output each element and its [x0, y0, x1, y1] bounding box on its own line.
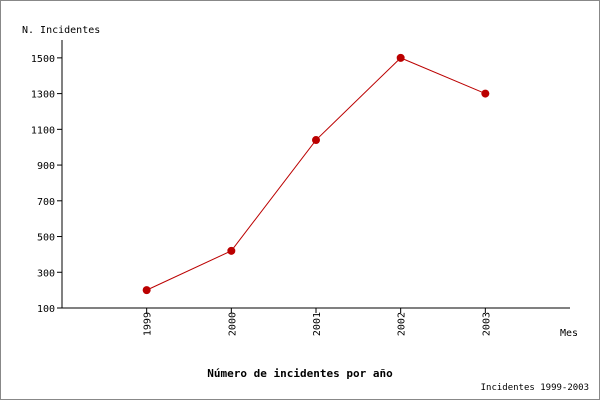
x-tick-label: 2001 — [312, 312, 323, 336]
data-point — [481, 89, 490, 98]
x-tick-label: 1999 — [143, 312, 154, 336]
data-point — [312, 136, 320, 145]
x-tick-label: 2003 — [481, 312, 492, 336]
data-point — [227, 246, 236, 255]
footnote: Incidentes 1999-2003 — [481, 383, 589, 393]
y-tick-label: 1500 — [31, 54, 55, 65]
chart-title: Número de incidentes por año — [207, 367, 393, 380]
y-tick-label: 1300 — [31, 90, 55, 101]
y-tick-label: 500 — [37, 233, 55, 244]
y-tick-label: 900 — [37, 161, 55, 172]
data-point — [142, 286, 151, 295]
x-axis-label: Mes — [560, 328, 578, 339]
data-point — [396, 53, 405, 62]
x-tick-label: 2002 — [397, 312, 408, 336]
x-tick-label: 2000 — [227, 312, 238, 336]
y-axis-label: N. Incidentes — [22, 25, 100, 36]
y-tick-label: 100 — [37, 304, 55, 315]
y-tick-label: 1100 — [31, 125, 55, 136]
y-tick-label: 300 — [37, 268, 55, 279]
y-tick-label: 700 — [37, 197, 55, 208]
